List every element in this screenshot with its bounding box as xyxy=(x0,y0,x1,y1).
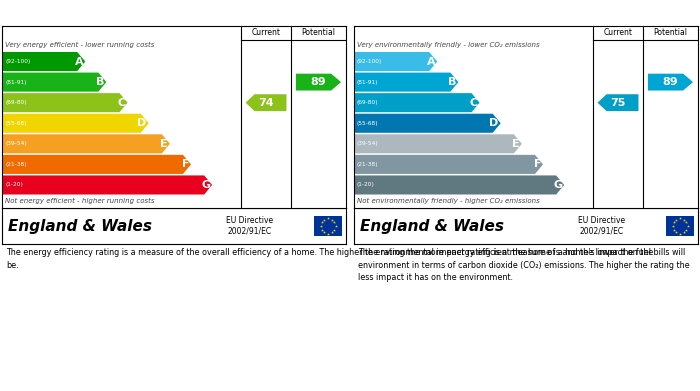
Text: (69-80): (69-80) xyxy=(357,100,379,105)
Bar xyxy=(666,216,694,236)
Text: C: C xyxy=(118,98,125,108)
Text: (21-38): (21-38) xyxy=(5,162,27,167)
Text: G: G xyxy=(553,180,562,190)
Text: EU Directive
2002/91/EC: EU Directive 2002/91/EC xyxy=(578,216,625,236)
Text: (55-68): (55-68) xyxy=(357,121,379,126)
Text: England & Wales: England & Wales xyxy=(360,219,504,233)
Text: F: F xyxy=(181,160,189,169)
Text: (39-54): (39-54) xyxy=(357,141,379,146)
Text: B: B xyxy=(448,77,456,87)
Text: The energy efficiency rating is a measure of the overall efficiency of a home. T: The energy efficiency rating is a measur… xyxy=(6,248,685,269)
Text: EU Directive
2002/91/EC: EU Directive 2002/91/EC xyxy=(226,216,273,236)
Polygon shape xyxy=(2,114,148,133)
Polygon shape xyxy=(354,93,480,112)
Text: D: D xyxy=(489,118,498,128)
Text: (21-38): (21-38) xyxy=(357,162,379,167)
Polygon shape xyxy=(2,134,170,153)
Text: A: A xyxy=(75,57,83,66)
Polygon shape xyxy=(296,74,341,91)
Polygon shape xyxy=(354,155,543,174)
Text: Current: Current xyxy=(251,29,281,38)
Text: E: E xyxy=(160,139,168,149)
Text: (55-68): (55-68) xyxy=(5,121,27,126)
Polygon shape xyxy=(354,52,438,71)
Text: (39-54): (39-54) xyxy=(5,141,27,146)
Polygon shape xyxy=(2,155,191,174)
Text: Potential: Potential xyxy=(654,29,687,38)
Bar xyxy=(314,216,342,236)
Text: (81-91): (81-91) xyxy=(357,80,379,84)
Text: D: D xyxy=(137,118,147,128)
Text: A: A xyxy=(426,57,435,66)
Text: (69-80): (69-80) xyxy=(5,100,27,105)
Text: 89: 89 xyxy=(663,77,678,87)
Text: Not energy efficient - higher running costs: Not energy efficient - higher running co… xyxy=(5,198,155,204)
Text: (81-91): (81-91) xyxy=(5,80,27,84)
Text: (1-20): (1-20) xyxy=(5,183,23,187)
Text: Very energy efficient - lower running costs: Very energy efficient - lower running co… xyxy=(5,42,155,48)
Text: G: G xyxy=(201,180,210,190)
Polygon shape xyxy=(354,73,458,91)
Text: (92-100): (92-100) xyxy=(5,59,30,64)
Text: Current: Current xyxy=(603,29,633,38)
Polygon shape xyxy=(246,94,286,111)
Text: 75: 75 xyxy=(610,98,626,108)
Polygon shape xyxy=(354,134,522,153)
Text: 74: 74 xyxy=(258,98,274,108)
Polygon shape xyxy=(598,94,638,111)
Text: England & Wales: England & Wales xyxy=(8,219,152,233)
Text: C: C xyxy=(470,98,477,108)
Polygon shape xyxy=(354,114,500,133)
Text: Potential: Potential xyxy=(302,29,335,38)
Text: (92-100): (92-100) xyxy=(357,59,382,64)
Text: Very environmentally friendly - lower CO₂ emissions: Very environmentally friendly - lower CO… xyxy=(357,42,540,48)
Text: (1-20): (1-20) xyxy=(357,183,375,187)
Text: The environmental impact rating is a measure of a home's impact on the environme: The environmental impact rating is a mea… xyxy=(358,248,690,282)
Polygon shape xyxy=(2,93,127,112)
Polygon shape xyxy=(648,74,693,91)
Polygon shape xyxy=(2,176,212,194)
Text: Not environmentally friendly - higher CO₂ emissions: Not environmentally friendly - higher CO… xyxy=(357,198,540,204)
Text: Environmental Impact (CO₂) Rating: Environmental Impact (CO₂) Rating xyxy=(359,9,566,19)
Text: E: E xyxy=(512,139,520,149)
Text: Energy Efficiency Rating: Energy Efficiency Rating xyxy=(7,9,151,19)
Polygon shape xyxy=(2,73,106,91)
Polygon shape xyxy=(2,52,85,71)
Polygon shape xyxy=(354,176,564,194)
Text: F: F xyxy=(533,160,541,169)
Text: 89: 89 xyxy=(311,77,326,87)
Text: B: B xyxy=(96,77,104,87)
